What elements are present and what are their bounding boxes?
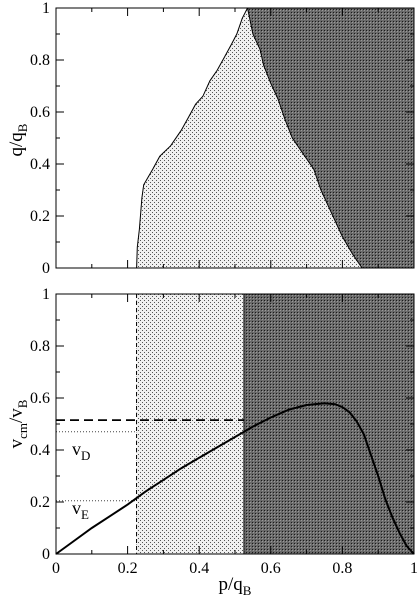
bottom-axis-ticks: 00 0.2 0.2 0.4 0.4 0.6 0.6 0.8 0.8 1 1 (30, 286, 418, 577)
reference-lines (56, 419, 244, 502)
region-light (136, 8, 363, 268)
phase-regions (136, 7, 414, 269)
bottom-x-axis-label: p/qB (219, 574, 252, 598)
bottom-y-tick-label: 0.8 (30, 338, 50, 355)
bottom-y-tick-label: 0.4 (30, 442, 50, 459)
bottom-y-tick-label: 1 (42, 286, 50, 303)
annotation-vd: vD (72, 439, 90, 463)
annotation-vd-main: v (72, 439, 81, 459)
band-light-dotted (136, 294, 244, 554)
phase-bands (136, 294, 414, 554)
bottom-x-tick-label: 0 (52, 560, 60, 577)
annotation-ve-main: v (72, 498, 81, 518)
bottom-x-axis-label-sub: B (243, 583, 252, 598)
region-light-boundary (136, 7, 248, 269)
bottom-panel: 000.20.20.40.40.60.60.80.811 vD vE vcm/v… (6, 286, 418, 598)
bottom-y-axis-label-sub1: cm (15, 423, 30, 439)
bottom-y-tick-label: 0.2 (30, 494, 50, 511)
bottom-x-axis-label-main: p/q (219, 574, 244, 595)
bottom-y-axis-label: vcm/vB (6, 399, 30, 448)
top-y-axis-label-main: q/q (6, 132, 27, 157)
annotation-vd-sub: D (81, 448, 90, 463)
bottom-x-tick-label: 1 (410, 560, 418, 577)
velocity-curve (55, 402, 415, 555)
top-panel: 0 0.2 0.4 0.6 0.8 1 q/qB (6, 0, 415, 277)
top-y-tick-label: 0.4 (30, 156, 50, 173)
region-dark (247, 8, 414, 268)
bottom-y-axis-label-sub2: B (15, 399, 30, 408)
top-y-tick-label: 0.6 (30, 104, 50, 121)
annotation-ve: vE (72, 498, 89, 522)
bottom-y-tick-label: 0.6 (30, 390, 50, 407)
top-y-axis-label: q/qB (6, 123, 30, 156)
top-y-tick-label: 0.2 (30, 208, 50, 225)
region-dark-boundary (247, 7, 363, 269)
top-axis-ticks: 0 0.2 0.4 0.6 0.8 1 (30, 0, 415, 277)
band-dark-hatched (243, 294, 414, 554)
bottom-y-tick-label: 0 (42, 546, 50, 563)
bottom-y-axis-label-mid: /v (6, 408, 27, 423)
top-y-tick-label: 0.8 (30, 52, 50, 69)
top-y-axis-label-sub: B (15, 123, 30, 132)
bottom-x-tick-label: 0.8 (332, 560, 352, 577)
bottom-x-tick-label: 0.6 (261, 560, 281, 577)
bottom-x-tick-label: 0.2 (118, 560, 138, 577)
annotation-ve-sub: E (81, 507, 89, 522)
top-y-tick-label: 1 (42, 0, 50, 17)
top-y-tick-label: 0 (42, 260, 50, 277)
bottom-x-tick-label: 0.4 (189, 560, 209, 577)
bottom-y-axis-label-v: v (6, 438, 27, 448)
